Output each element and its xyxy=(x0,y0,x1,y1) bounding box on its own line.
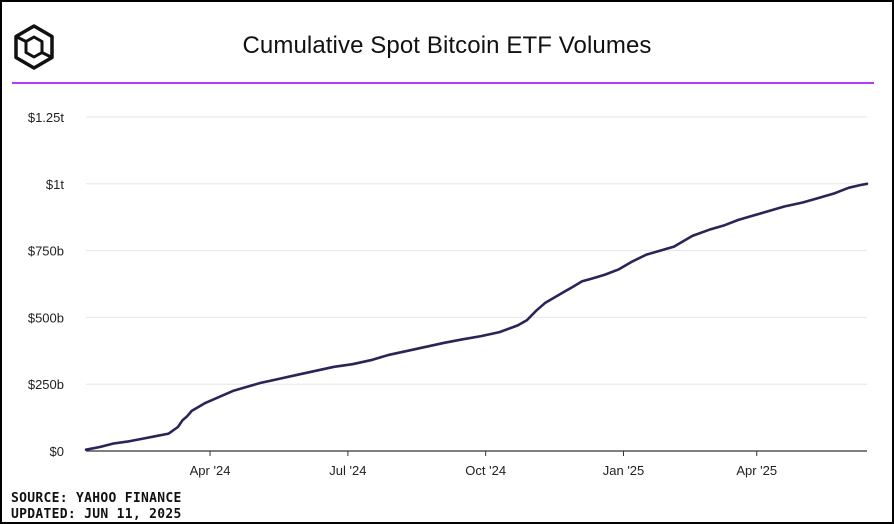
source-label: SOURCE: YAHOO FINANCE xyxy=(11,491,182,506)
line-chart: $0 $250b $500b $750b $1t $1.25t Apr '24 Jul '24… xyxy=(28,110,869,478)
y-tick-label: $750b xyxy=(28,244,64,259)
y-tick-label: $1t xyxy=(46,177,64,192)
x-tick-label: Jul '24 xyxy=(329,463,366,478)
x-tick-label: Oct '24 xyxy=(465,463,506,478)
y-tick-label: $0 xyxy=(50,444,64,459)
x-tick-label: Jan '25 xyxy=(603,463,645,478)
y-tick-label: $1.25t xyxy=(28,110,65,125)
x-tick-label: Apr '24 xyxy=(190,463,231,478)
series-line-cumulative-volume xyxy=(84,182,869,452)
cube-icon xyxy=(14,24,54,70)
x-tick-label: Apr '25 xyxy=(736,463,777,478)
chart-title: Cumulative Spot Bitcoin ETF Volumes xyxy=(242,32,652,59)
y-tick-label: $250b xyxy=(28,377,64,392)
y-tick-label: $500b xyxy=(28,310,64,325)
updated-label: UPDATED: JUN 11, 2025 xyxy=(11,507,182,522)
title-divider xyxy=(12,82,874,84)
